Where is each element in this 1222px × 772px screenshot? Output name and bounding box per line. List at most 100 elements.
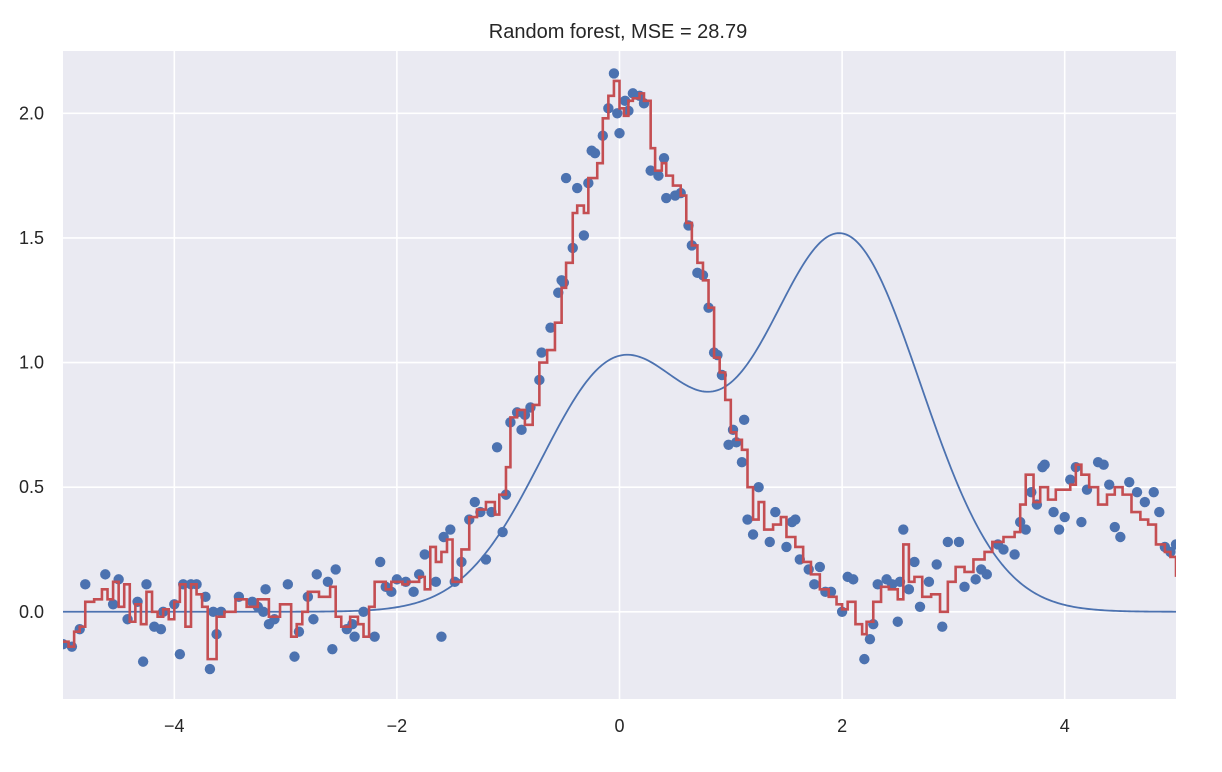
y-tick-label: 2.0 xyxy=(19,103,44,123)
plot-marks xyxy=(63,68,1186,675)
data-point xyxy=(1048,506,1059,518)
data-point xyxy=(608,68,620,79)
data-point xyxy=(408,586,419,598)
data-point xyxy=(1148,486,1159,498)
data-point xyxy=(653,170,664,181)
data-point xyxy=(174,648,186,660)
data-point xyxy=(736,457,748,468)
data-point xyxy=(931,559,942,570)
data-point xyxy=(536,347,547,358)
data-point xyxy=(970,574,981,585)
data-point xyxy=(1065,474,1076,485)
data-point xyxy=(770,506,781,518)
true-function-line xyxy=(63,232,1176,613)
data-point xyxy=(572,182,583,194)
data-point xyxy=(430,576,442,588)
data-point xyxy=(1059,511,1070,523)
data-point xyxy=(260,584,271,595)
data-point xyxy=(1098,459,1109,470)
data-point xyxy=(658,152,670,164)
data-point xyxy=(445,524,456,535)
data-point xyxy=(282,579,294,590)
data-point xyxy=(369,631,380,642)
data-point xyxy=(545,322,556,333)
data-point xyxy=(959,581,970,593)
data-point xyxy=(1124,476,1135,488)
data-point xyxy=(1026,486,1037,498)
data-point xyxy=(137,656,149,667)
data-point xyxy=(898,524,909,535)
data-point xyxy=(419,549,430,560)
data-point xyxy=(560,172,572,184)
data-point xyxy=(814,561,826,573)
x-tick-label: 4 xyxy=(1060,716,1070,736)
y-tick-label: 0.0 xyxy=(19,602,44,622)
data-point xyxy=(1170,539,1176,550)
forest-prediction-line xyxy=(63,79,1176,661)
data-point xyxy=(914,601,926,612)
y-tick-label: 1.5 xyxy=(19,228,44,248)
data-point xyxy=(859,653,870,665)
x-tick-label: −4 xyxy=(164,716,185,736)
data-point xyxy=(293,626,305,637)
data-point xyxy=(589,147,601,159)
x-tick-label: 0 xyxy=(614,716,624,736)
data-point xyxy=(645,165,656,176)
data-point xyxy=(469,496,481,508)
data-point xyxy=(909,556,920,568)
data-point xyxy=(80,579,91,590)
data-point xyxy=(204,663,216,675)
data-point xyxy=(1104,479,1115,490)
data-point xyxy=(107,599,119,610)
data-point xyxy=(1139,496,1151,508)
data-point xyxy=(480,554,492,565)
data-point xyxy=(953,536,965,548)
data-point xyxy=(1131,486,1143,498)
data-point xyxy=(742,514,753,525)
y-axis-ticks: 0.0 0.5 1.0 1.5 2.0 xyxy=(19,103,44,621)
data-point xyxy=(1039,459,1050,470)
data-point xyxy=(981,569,992,580)
data-point xyxy=(1076,516,1087,528)
y-tick-label: 0.5 xyxy=(19,477,44,497)
data-point xyxy=(661,192,672,204)
data-point xyxy=(753,481,764,493)
data-point xyxy=(1115,531,1126,543)
data-point xyxy=(358,606,369,617)
data-point xyxy=(1109,521,1120,533)
data-point xyxy=(809,579,820,590)
data-point xyxy=(311,569,322,580)
data-point xyxy=(141,579,152,590)
data-point xyxy=(1009,549,1020,560)
x-tick-label: 2 xyxy=(837,716,847,736)
data-point xyxy=(1020,524,1031,535)
data-point xyxy=(738,414,750,426)
data-point xyxy=(516,424,527,436)
data-point xyxy=(781,541,792,553)
data-point xyxy=(942,536,954,548)
data-point xyxy=(289,651,300,662)
data-point xyxy=(923,576,935,588)
data-point xyxy=(1154,506,1165,518)
data-point xyxy=(848,574,859,585)
data-point xyxy=(998,544,1009,555)
data-point xyxy=(892,616,903,627)
x-tick-label: −2 xyxy=(387,716,408,736)
data-point xyxy=(612,108,623,119)
data-point xyxy=(375,556,386,568)
data-point xyxy=(803,564,814,575)
data-point xyxy=(937,621,948,632)
data-point xyxy=(308,614,319,625)
data-point xyxy=(747,529,759,540)
y-tick-label: 1.0 xyxy=(19,353,44,373)
data-point xyxy=(155,624,167,635)
data-point xyxy=(614,128,625,139)
data-point xyxy=(790,514,801,525)
x-axis-ticks: −4 −2 0 2 4 xyxy=(164,716,1070,736)
data-point xyxy=(1176,597,1186,607)
data-point xyxy=(330,564,341,575)
data-point xyxy=(864,633,876,645)
data-point xyxy=(322,576,334,588)
data-point xyxy=(1053,524,1065,535)
